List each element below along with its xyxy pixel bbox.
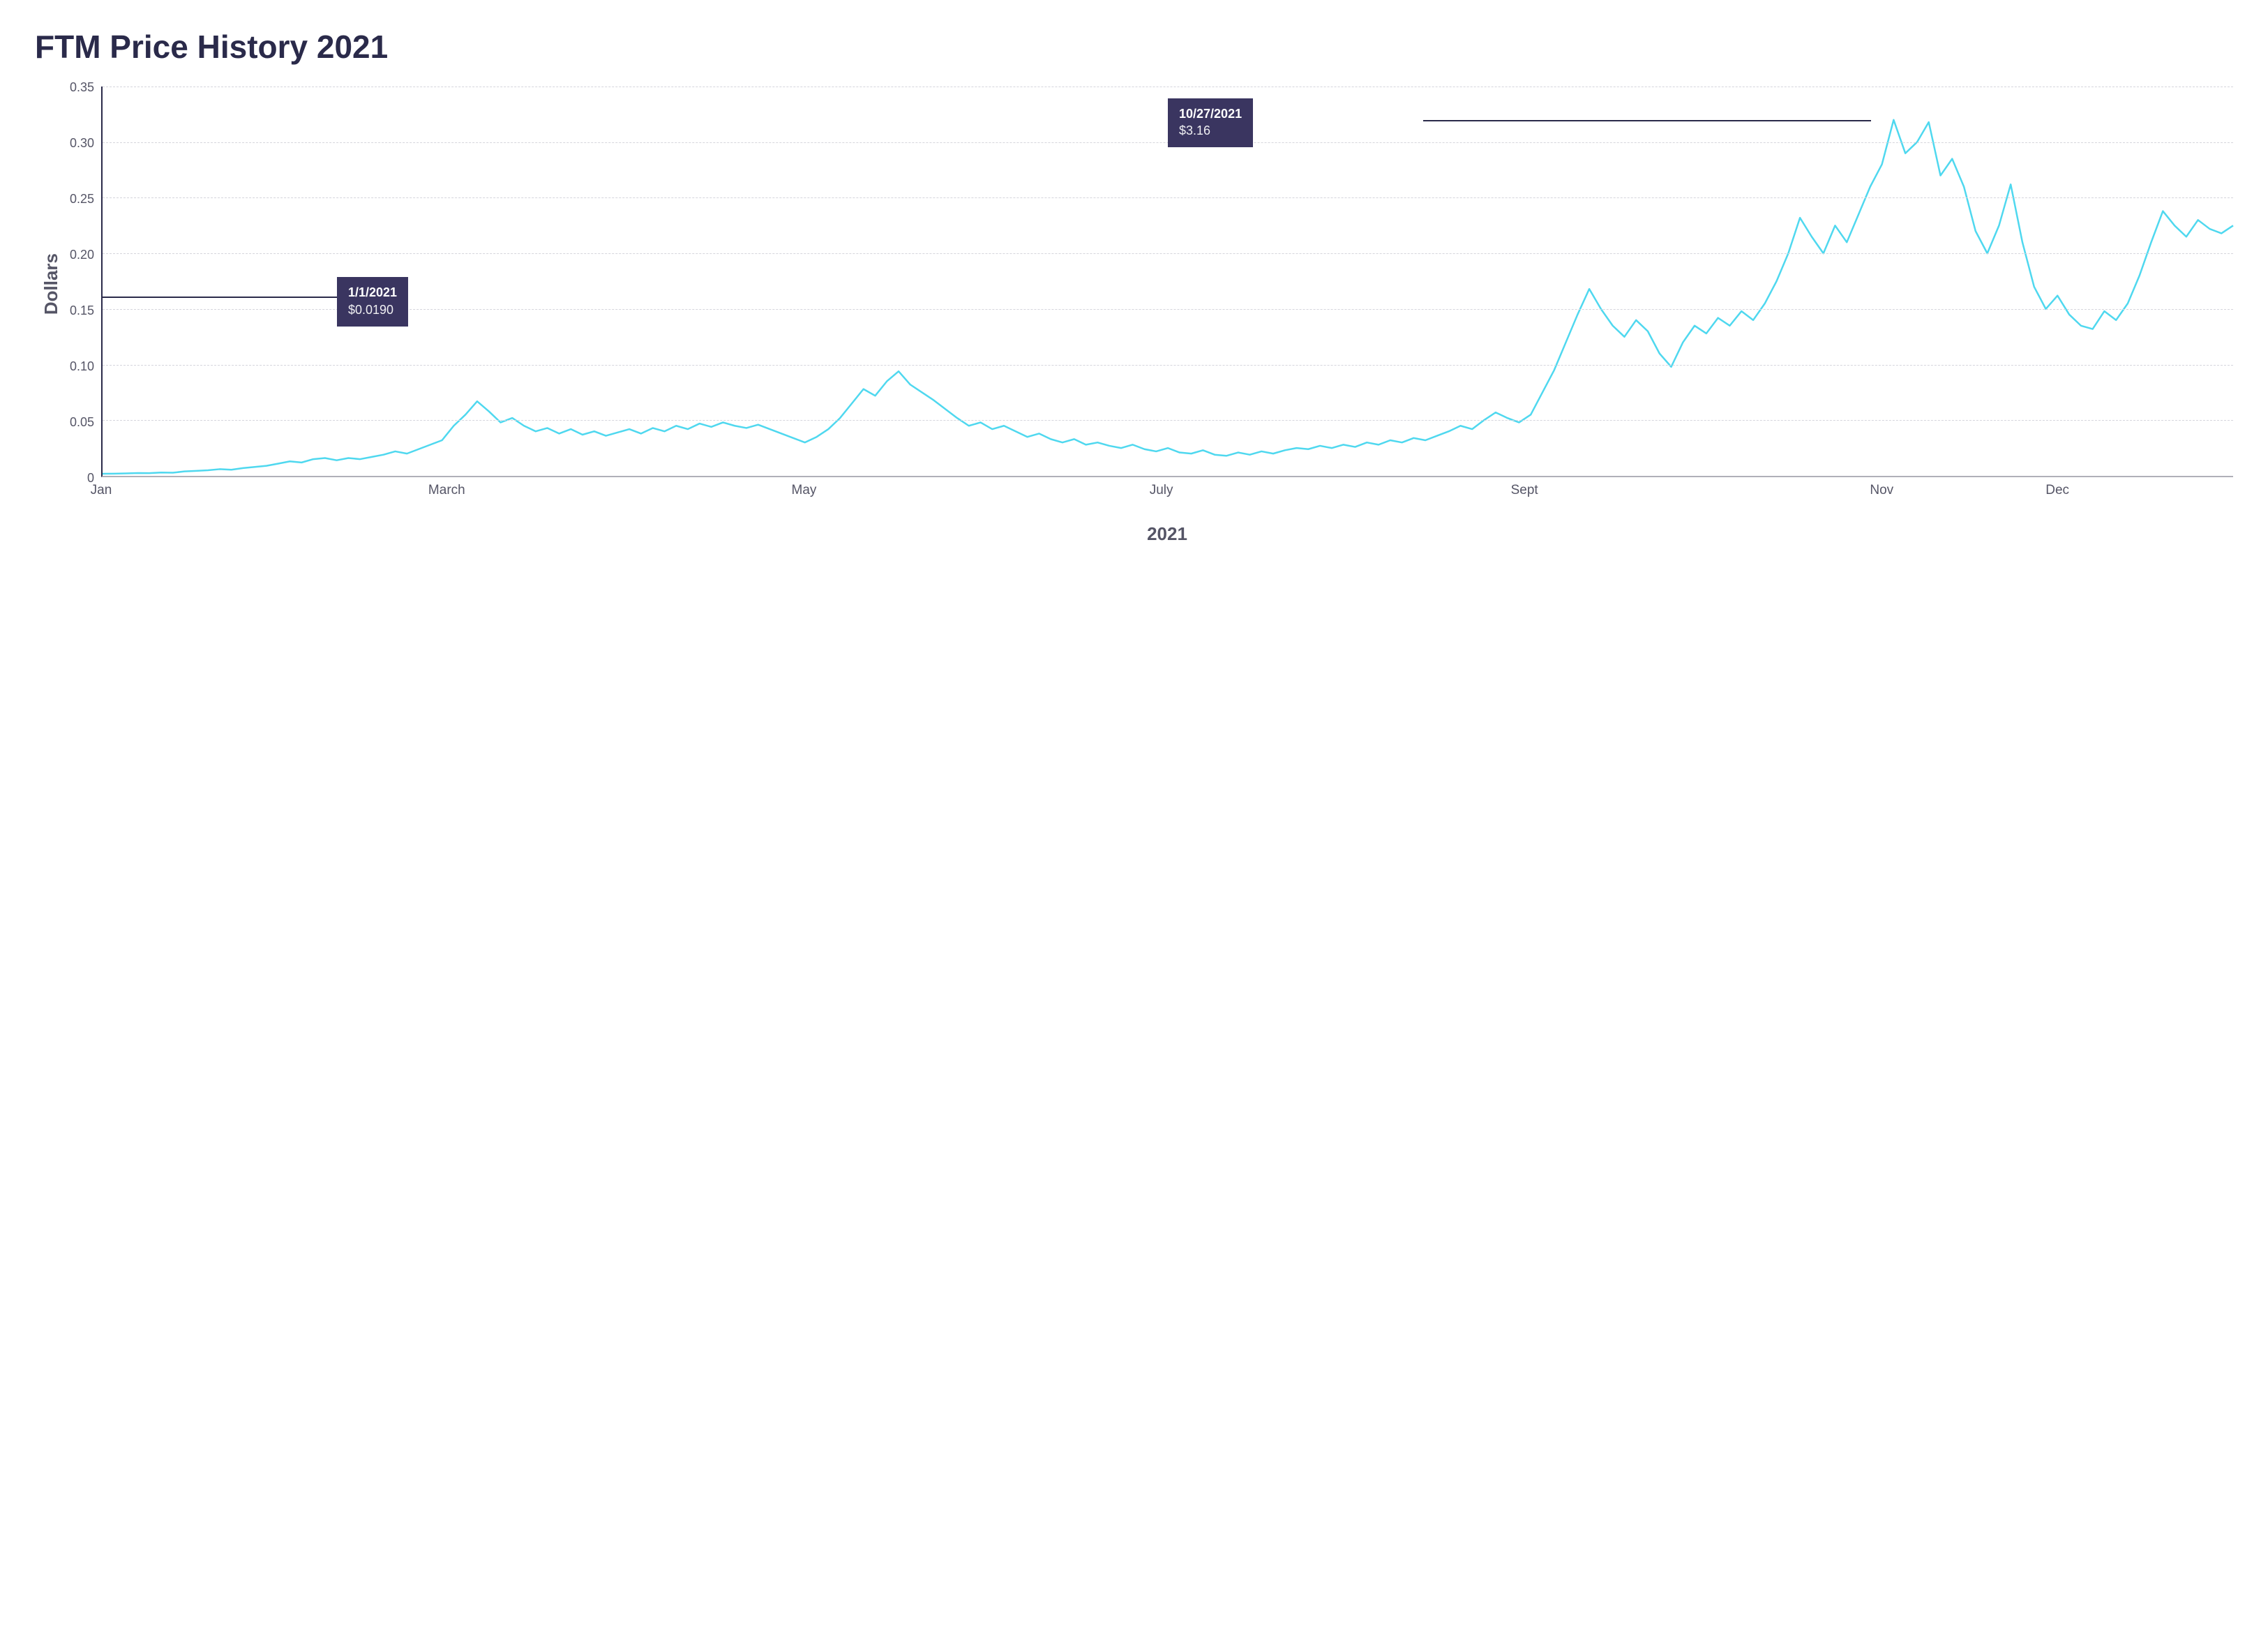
callout-start: 1/1/2021$0.0190 bbox=[337, 277, 408, 327]
y-axis-ticks: 00.050.100.150.200.250.300.35 bbox=[62, 87, 101, 477]
x-tick-label: Sept bbox=[1511, 483, 1538, 498]
callout-price: $3.16 bbox=[1179, 122, 1242, 139]
chart-title: FTM Price History 2021 bbox=[35, 28, 2233, 66]
x-tick-label: May bbox=[792, 483, 817, 498]
chart-container: Dollars 00.050.100.150.200.250.300.35 1/… bbox=[35, 87, 2233, 545]
y-tick-label: 0.30 bbox=[70, 136, 94, 151]
callout-date: 10/27/2021 bbox=[1179, 105, 1242, 122]
callout-connector bbox=[103, 297, 337, 298]
y-tick-label: 0.35 bbox=[70, 80, 94, 95]
plot-area: 1/1/2021$0.0190 10/27/2021$3.16 bbox=[101, 87, 2233, 477]
x-tick-label: Nov bbox=[1870, 483, 1893, 498]
x-axis-label: 2021 bbox=[101, 523, 2233, 545]
y-axis-label: Dollars bbox=[35, 253, 62, 315]
y-tick-label: 0.05 bbox=[70, 415, 94, 430]
callout-peak: 10/27/2021$3.16 bbox=[1168, 98, 1253, 148]
x-tick-label: Dec bbox=[2045, 483, 2069, 498]
y-tick-label: 0.20 bbox=[70, 248, 94, 262]
grid-line bbox=[103, 365, 2233, 366]
callout-date: 1/1/2021 bbox=[348, 284, 397, 301]
x-tick-label: March bbox=[428, 483, 465, 498]
x-tick-label: July bbox=[1150, 483, 1173, 498]
grid-line bbox=[103, 309, 2233, 310]
y-tick-label: 0.15 bbox=[70, 304, 94, 318]
y-tick-label: 0.10 bbox=[70, 359, 94, 374]
callout-price: $0.0190 bbox=[348, 301, 397, 318]
grid-line bbox=[103, 420, 2233, 421]
grid-line bbox=[103, 197, 2233, 198]
y-tick-label: 0.25 bbox=[70, 192, 94, 207]
grid-line bbox=[103, 253, 2233, 254]
x-axis-ticks: JanMarchMayJulySeptNovDec bbox=[101, 483, 2233, 504]
x-tick-label: Jan bbox=[91, 483, 112, 498]
callout-connector bbox=[1423, 120, 1870, 121]
